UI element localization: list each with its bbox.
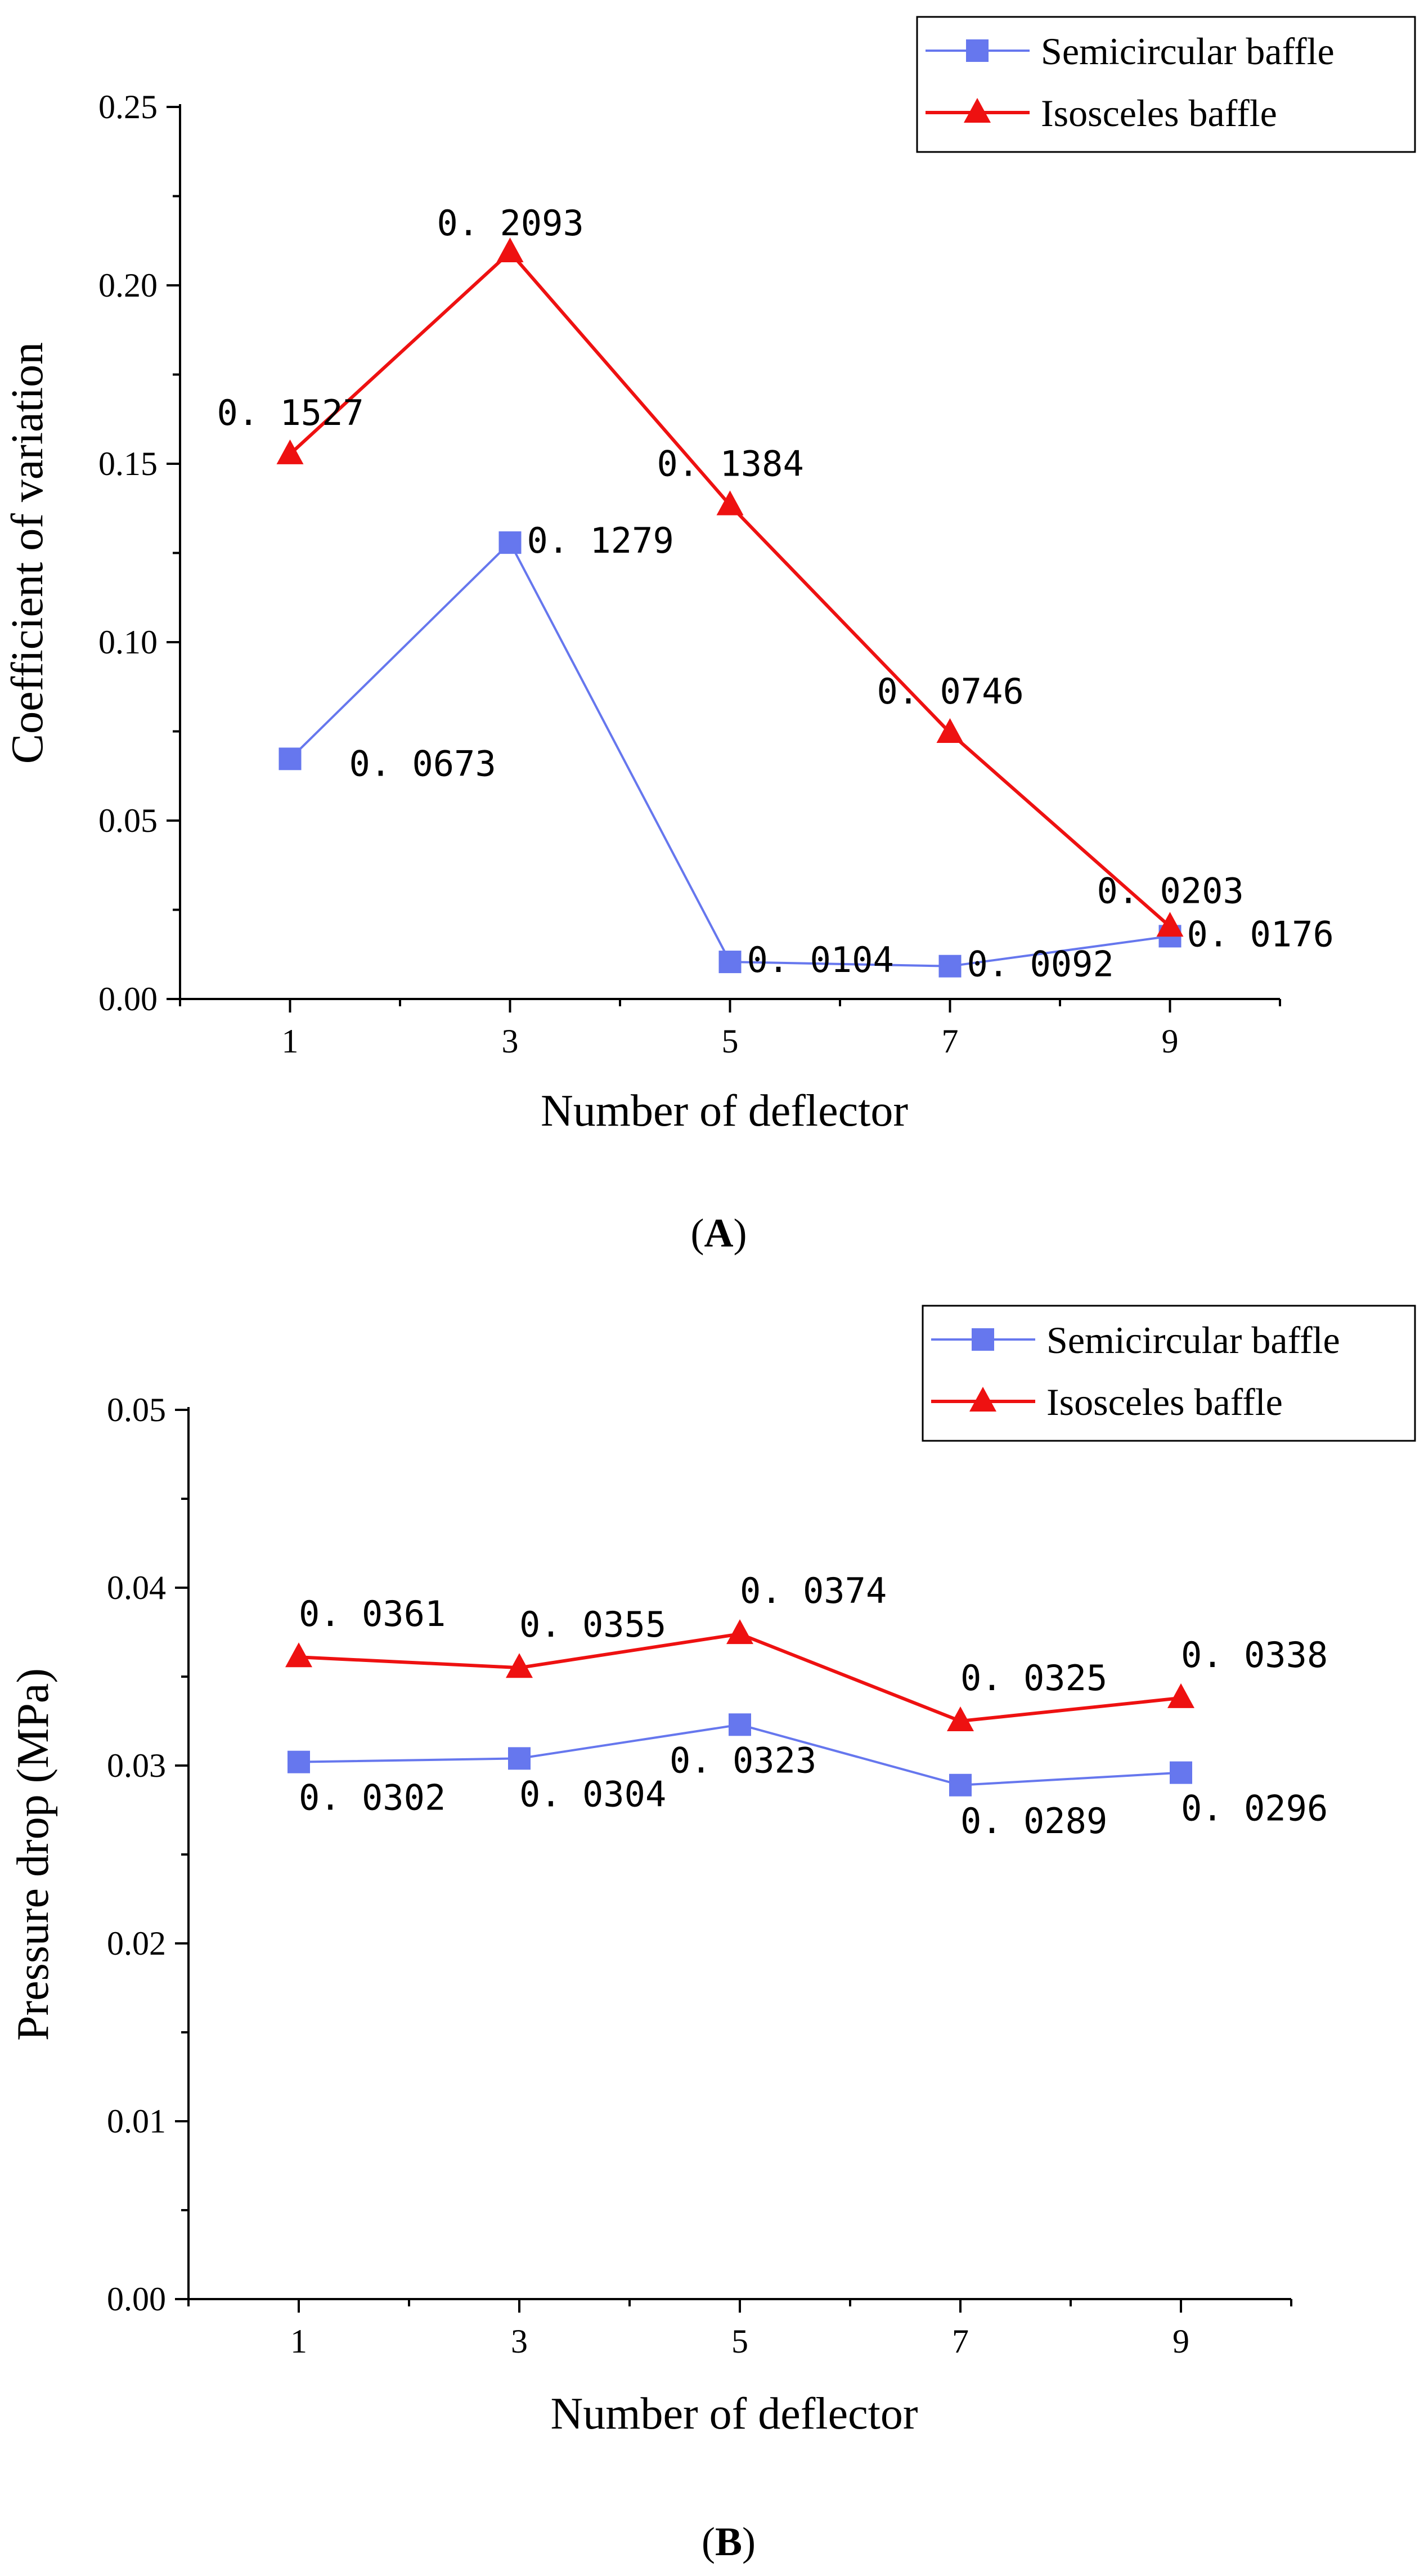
panel-letter: B xyxy=(715,2519,742,2564)
y-axis-title: Pressure drop (MPa) xyxy=(8,1668,58,2041)
data-point-square xyxy=(1170,1761,1192,1784)
legend: Semicircular baffle Isosceles baffle xyxy=(922,1305,1416,1442)
data-point-triangle xyxy=(496,238,524,263)
data-label: 0. 0289 xyxy=(960,1800,1107,1842)
series-isosceles-baffle: 0. 0361 0. 0355 0. 0374 0. 0325 0. 0338 xyxy=(285,1570,1328,1731)
data-point-triangle xyxy=(1156,912,1184,937)
panel-label: (A) xyxy=(691,1211,747,1256)
legend-entry: Semicircular baffle xyxy=(1046,1319,1340,1361)
legend-box xyxy=(916,16,1416,153)
data-label: 0. 0673 xyxy=(349,743,496,784)
legend-entry: Isosceles baffle xyxy=(1046,1381,1283,1423)
x-tick-label: 9 xyxy=(1173,2323,1189,2360)
y-tick-label: 0.02 xyxy=(107,1925,166,1962)
series-line xyxy=(289,249,1171,928)
data-point-triangle xyxy=(947,1706,974,1731)
x-axis-title: Number of deflector xyxy=(541,1086,908,1136)
y-tick-label: 0.05 xyxy=(107,1391,166,1428)
x-tick-label: 1 xyxy=(290,2323,307,2360)
data-label: 0. 0325 xyxy=(960,1657,1107,1699)
y-tick-label: 0.00 xyxy=(107,2281,166,2318)
x-tick-label: 5 xyxy=(722,1023,739,1060)
chart-panel-b: 0.00 0.01 0.02 0.03 0.04 0.05 1 3 5 7 9 Number of d… xyxy=(8,1305,1416,2564)
legend-entry: Isosceles baffle xyxy=(1041,92,1277,135)
data-label: 0. 0092 xyxy=(967,944,1114,985)
data-point-square xyxy=(729,1713,751,1736)
legend-entry: Semicircular baffle xyxy=(1041,30,1335,73)
data-label: 0. 0361 xyxy=(299,1593,446,1634)
x-tick-label: 5 xyxy=(731,2323,748,2360)
data-point-square xyxy=(288,1750,310,1773)
y-axis-title: Coefficient of variation xyxy=(3,342,52,764)
data-label: 0. 1279 xyxy=(527,520,674,561)
data-point-square xyxy=(718,951,742,974)
data-label: 0. 1527 xyxy=(217,392,364,433)
x-tick-label: 7 xyxy=(942,1023,959,1060)
y-tick-label: 0.03 xyxy=(107,1747,166,1784)
y-tick-label: 0.01 xyxy=(107,2103,166,2140)
data-label: 0. 0296 xyxy=(1181,1788,1328,1829)
data-point-triangle xyxy=(936,718,964,743)
legend-marker-triangle xyxy=(964,98,991,123)
y-tick-label: 0.05 xyxy=(98,802,158,839)
data-label: 0. 0374 xyxy=(740,1570,887,1611)
legend-marker-square xyxy=(966,39,989,62)
x-tick-label: 3 xyxy=(511,2323,528,2360)
data-point-square xyxy=(278,747,302,770)
data-label: 0. 0323 xyxy=(670,1740,816,1781)
data-label: 0. 0338 xyxy=(1181,1634,1328,1675)
x-tick-label: 3 xyxy=(502,1023,519,1060)
data-point-square xyxy=(949,1773,972,1797)
y-tick-label: 0.25 xyxy=(98,88,158,126)
x-tick-label: 1 xyxy=(282,1023,299,1060)
legend: Semicircular baffle Isosceles baffle xyxy=(916,16,1416,153)
data-label: 0. 0176 xyxy=(1187,913,1334,955)
y-tick-label: 0.20 xyxy=(98,267,158,304)
data-point-triangle xyxy=(726,1619,753,1645)
x-tick-label: 9 xyxy=(1162,1023,1179,1060)
y-tick-label: 0.04 xyxy=(107,1569,166,1606)
data-point-square xyxy=(498,531,522,554)
data-point-triangle xyxy=(506,1653,533,1678)
data-label: 0. 0302 xyxy=(299,1777,446,1818)
y-tick-label: 0.00 xyxy=(98,980,158,1018)
series-semicircular-baffle: 0. 0673 0. 1279 0. 0104 0. 0092 0. 0176 xyxy=(278,520,1334,985)
panel-letter: A xyxy=(704,1211,734,1256)
x-axis-title: Number of deflector xyxy=(550,2389,918,2439)
data-label: 0. 0203 xyxy=(1097,870,1244,911)
data-point-triangle xyxy=(276,439,304,464)
chart-panel-a: 0.00 0.05 0.10 0.15 0.20 0.25 1 3 5 7 9 Number of d… xyxy=(3,16,1416,1256)
legend-box xyxy=(922,1305,1416,1442)
data-label: 0. 0746 xyxy=(877,671,1024,712)
legend-marker-triangle xyxy=(969,1387,996,1412)
data-label: 0. 1384 xyxy=(657,443,804,485)
data-point-square xyxy=(938,955,962,978)
y-tick-label: 0.10 xyxy=(98,624,158,661)
legend-marker-square xyxy=(972,1328,994,1351)
x-tick-label: 7 xyxy=(952,2323,969,2360)
series-isosceles-baffle: 0. 1527 0. 2093 0. 1384 0. 0746 0. 0203 xyxy=(217,203,1244,937)
data-point-triangle xyxy=(285,1642,312,1668)
data-label: 0. 2093 xyxy=(437,203,584,244)
data-point-triangle xyxy=(1167,1683,1194,1708)
data-label: 0. 0304 xyxy=(519,1773,666,1815)
data-point-triangle xyxy=(716,490,744,516)
y-tick-label: 0.15 xyxy=(98,445,158,482)
data-label: 0. 0355 xyxy=(519,1604,666,1645)
panel-label: (B) xyxy=(702,2519,756,2564)
data-point-square xyxy=(508,1747,531,1770)
data-label: 0. 0104 xyxy=(747,939,894,980)
